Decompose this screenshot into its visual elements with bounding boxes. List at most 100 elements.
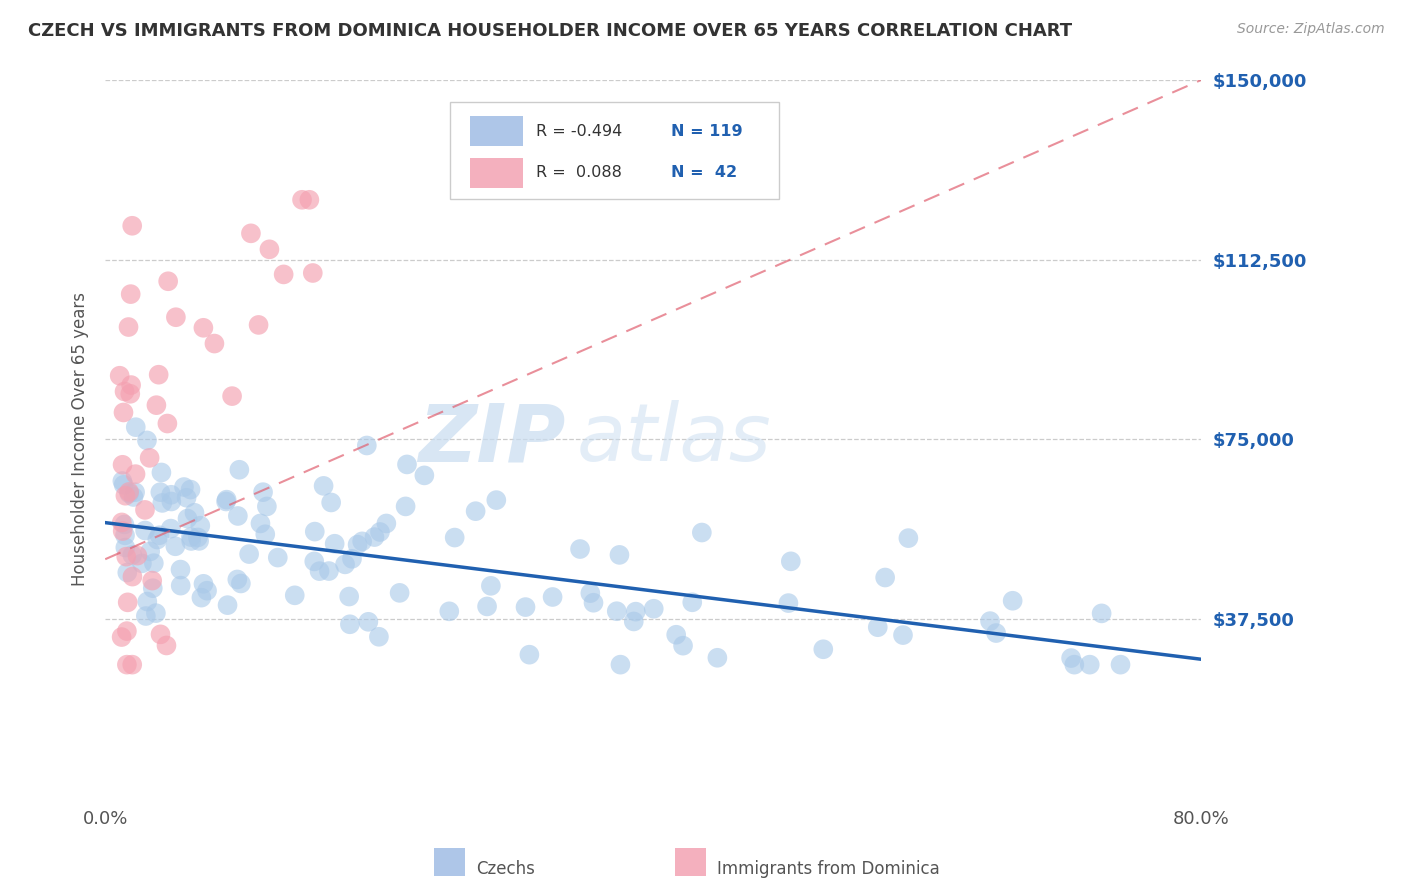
Point [273,268,295,282]
Point [180,530,202,544]
Point [1109,657,1132,672]
Point [136,434,159,448]
Point [897,531,920,545]
Point [352,534,374,549]
Point [117,566,139,580]
Point [146,533,169,547]
Bar [470,158,523,188]
Point [515,600,537,615]
Point [180,483,202,497]
Point [173,480,195,494]
Point [176,511,198,525]
Point [187,531,209,545]
Point [121,657,143,672]
Point [165,539,187,553]
Point [121,569,143,583]
Point [139,544,162,558]
Point [131,557,153,571]
Point [134,503,156,517]
Point [479,579,502,593]
Point [609,657,631,672]
Point [115,549,138,564]
Point [157,274,180,288]
Point [356,438,378,452]
Point [252,485,274,500]
Point [1063,657,1085,672]
Point [337,590,360,604]
Point [111,516,134,530]
Point [363,530,385,544]
Point [323,537,346,551]
Text: atlas: atlas [576,401,772,478]
FancyBboxPatch shape [450,102,779,199]
Point [115,624,138,639]
Point [160,494,183,508]
Point [112,405,135,419]
Point [204,336,226,351]
Point [160,488,183,502]
Point [142,581,165,595]
Point [118,486,141,500]
Point [439,604,461,618]
Point [541,590,564,604]
Point [190,591,212,605]
Point [120,378,142,392]
Point [135,609,157,624]
Point [485,493,508,508]
Point [124,485,146,500]
Point [464,504,486,518]
Point [259,242,281,256]
Point [145,398,167,412]
Point [340,551,363,566]
Point [247,318,270,332]
Point [193,576,215,591]
Point [169,563,191,577]
Point [609,548,631,562]
Point [229,576,252,591]
Point [142,556,165,570]
Point [312,479,335,493]
Point [215,492,238,507]
Bar [470,116,523,146]
Point [579,586,602,600]
Point [284,588,307,602]
Point [375,516,398,531]
Text: ZIP: ZIP [418,401,565,478]
Text: R = -0.494: R = -0.494 [536,123,623,138]
Point [249,516,271,531]
Point [114,528,136,542]
Point [254,527,277,541]
Point [195,583,218,598]
Point [125,420,148,434]
Point [891,628,914,642]
Point [110,630,132,644]
Point [475,599,498,614]
Point [118,484,141,499]
Point [624,605,647,619]
Point [238,547,260,561]
Point [388,586,411,600]
Point [1091,607,1114,621]
Point [111,458,134,472]
Text: Immigrants from Dominica: Immigrants from Dominica [717,860,941,878]
Text: Source: ZipAtlas.com: Source: ZipAtlas.com [1237,22,1385,37]
Text: N =  42: N = 42 [671,165,737,180]
Point [170,579,193,593]
Point [291,193,314,207]
Point [117,595,139,609]
Point [779,554,801,568]
Point [148,368,170,382]
Point [226,508,249,523]
Point [875,570,897,584]
Point [115,657,138,672]
Point [150,496,173,510]
Point [1078,657,1101,672]
Point [215,494,238,508]
Point [149,627,172,641]
Point [188,533,211,548]
Point [193,320,215,334]
Point [681,595,703,609]
Point [443,531,465,545]
Point [165,310,187,325]
Point [141,574,163,588]
